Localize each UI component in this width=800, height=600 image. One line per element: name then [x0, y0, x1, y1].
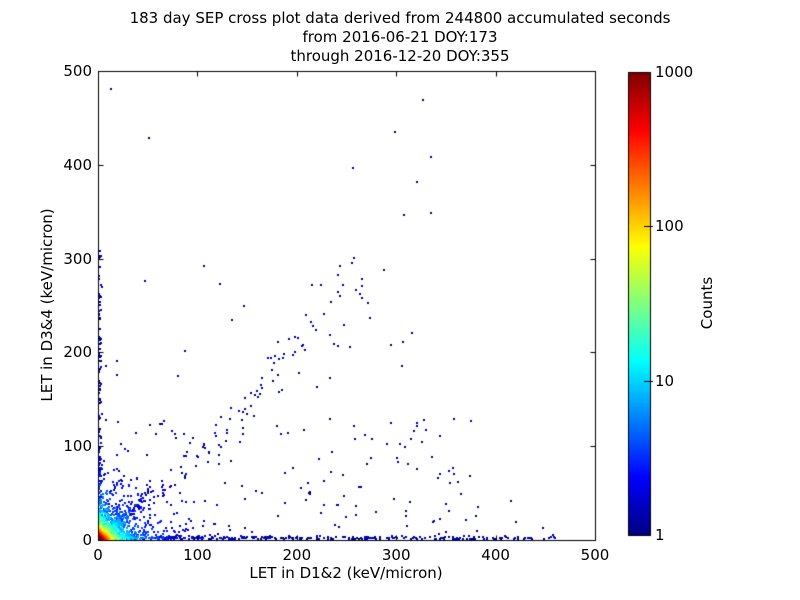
x-tick-label: 300: [381, 546, 411, 564]
title-line-2: from 2016-06-21 DOY:173: [302, 28, 498, 46]
x-tick-label: 0: [93, 546, 103, 564]
colorbar-tick-label: 1000: [655, 63, 694, 81]
y-tick-label: 200: [63, 343, 92, 362]
y-tick-label: 300: [63, 249, 92, 268]
y-tick-label: 0: [82, 531, 92, 549]
colorbar-axis-label: Counts: [698, 276, 716, 330]
y-tick-label: 500: [63, 62, 92, 80]
x-tick-label: 100: [183, 546, 212, 564]
chart-title: 183 day SEP cross plot data derived from…: [0, 9, 800, 66]
x-axis-label: LET in D1&2 (keV/micron): [249, 564, 443, 582]
colorbar-tick-label: 1: [655, 526, 665, 544]
x-tick-label: 500: [580, 546, 610, 564]
y-axis-label: LET in D3&4 (keV/micron): [38, 208, 56, 402]
title-line-3: through 2016-12-20 DOY:355: [290, 47, 510, 65]
y-tick-label: 400: [63, 155, 92, 174]
colorbar-tick-label: 100: [655, 217, 684, 236]
y-tick-label: 100: [63, 437, 92, 456]
x-tick-label: 400: [481, 546, 510, 564]
x-tick-label: 200: [282, 546, 312, 564]
colorbar-tick-label: 10: [655, 371, 675, 390]
title-line-1: 183 day SEP cross plot data derived from…: [129, 9, 671, 27]
